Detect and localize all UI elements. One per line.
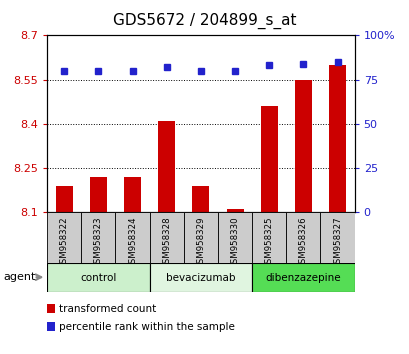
Text: control: control	[80, 273, 116, 282]
Bar	[320, 212, 354, 264]
Text: agent: agent	[3, 272, 36, 282]
Bar	[294, 80, 311, 212]
Bar	[183, 212, 218, 264]
Bar	[81, 212, 115, 264]
Bar	[252, 212, 285, 264]
Bar	[149, 263, 252, 292]
Text: GSM958322: GSM958322	[60, 217, 69, 269]
Bar	[328, 65, 345, 212]
Bar	[115, 212, 149, 264]
Text: GSM958330: GSM958330	[230, 217, 239, 269]
Text: GSM958327: GSM958327	[332, 217, 341, 269]
Bar	[252, 263, 354, 292]
Bar	[56, 186, 72, 212]
Text: GSM958326: GSM958326	[298, 217, 307, 269]
Bar	[192, 186, 209, 212]
Text: GSM958324: GSM958324	[128, 217, 137, 269]
Text: GSM958325: GSM958325	[264, 217, 273, 269]
Text: percentile rank within the sample: percentile rank within the sample	[59, 321, 235, 332]
Bar	[226, 210, 243, 212]
Bar	[47, 212, 81, 264]
Bar	[149, 212, 183, 264]
Bar	[218, 212, 252, 264]
Bar	[260, 106, 277, 212]
Bar	[158, 121, 175, 212]
Text: dibenzazepine: dibenzazepine	[265, 273, 340, 282]
Bar	[285, 212, 320, 264]
Text: GSM958328: GSM958328	[162, 217, 171, 269]
Bar	[90, 177, 107, 212]
Bar	[47, 263, 149, 292]
Text: bevacizumab: bevacizumab	[166, 273, 235, 282]
Text: GSM958323: GSM958323	[94, 217, 103, 269]
Bar	[124, 177, 141, 212]
Text: GDS5672 / 204899_s_at: GDS5672 / 204899_s_at	[113, 12, 296, 29]
Text: GSM958329: GSM958329	[196, 217, 205, 269]
Text: transformed count: transformed count	[59, 304, 156, 314]
